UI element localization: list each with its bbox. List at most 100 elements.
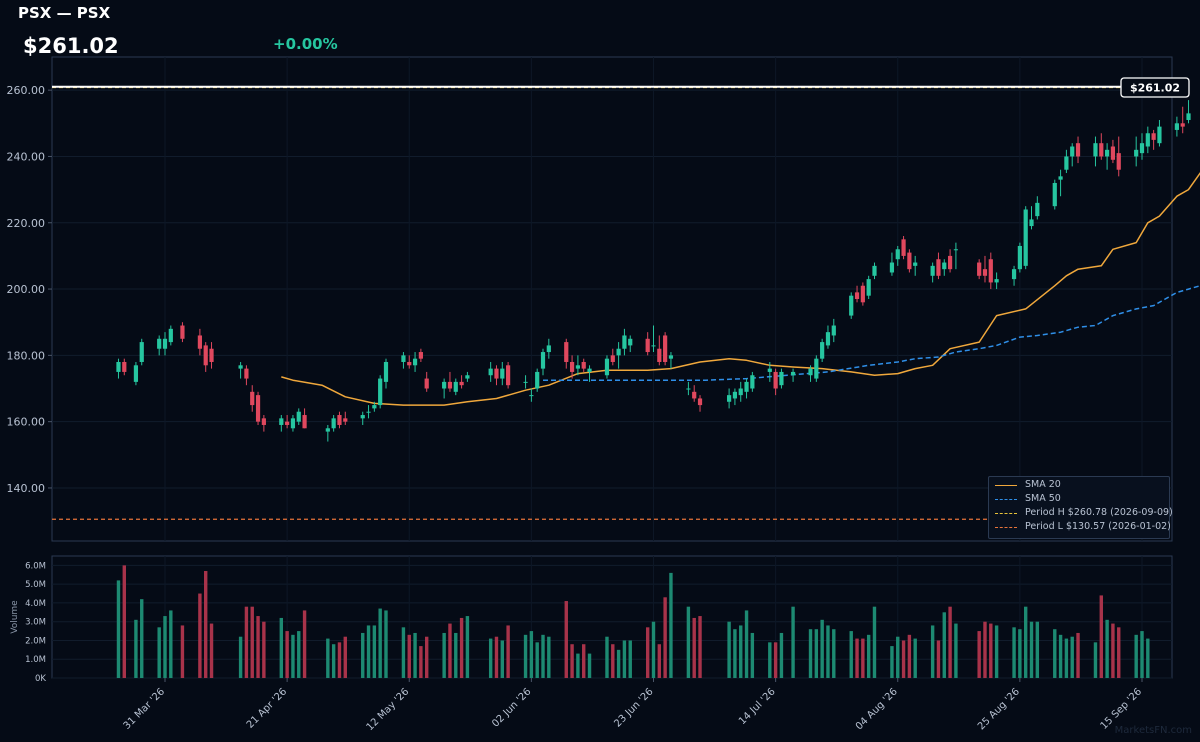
candle — [360, 411, 365, 425]
candle-body — [936, 259, 941, 276]
legend-swatch — [995, 527, 1017, 528]
grid-lines — [52, 57, 1172, 679]
sma20-line — [281, 172, 1200, 406]
volume-bar — [576, 653, 580, 678]
volume-bar — [419, 646, 423, 678]
candle-body — [337, 415, 342, 425]
volume-bar — [238, 636, 243, 678]
candle-body — [331, 418, 336, 429]
candle — [459, 375, 464, 389]
volume-bar — [163, 616, 167, 678]
legend-label: Period H $260.78 (2026-09-09) — [1025, 507, 1173, 518]
candle — [418, 348, 423, 362]
candle-body — [820, 342, 825, 359]
candle — [1139, 133, 1145, 160]
volume-bar — [250, 606, 254, 678]
volume-tick-label: 1.0M — [25, 655, 46, 665]
volume-bar — [448, 623, 452, 678]
reference-lines — [52, 85, 1172, 520]
volume-bar — [744, 610, 749, 678]
candle — [1017, 242, 1022, 273]
candle — [465, 371, 470, 382]
candle — [424, 371, 429, 392]
candle — [116, 358, 121, 379]
candle-body — [668, 355, 674, 359]
candle-body — [1110, 146, 1116, 160]
candle-body — [657, 348, 662, 362]
volume-bar — [855, 638, 859, 678]
legend-label: SMA 20 — [1025, 479, 1061, 490]
candle-body — [732, 391, 738, 399]
volume-bar — [791, 606, 795, 678]
volume-bar — [500, 640, 504, 678]
candle-body — [1145, 133, 1150, 147]
candle — [860, 282, 865, 306]
volume-bar — [1105, 619, 1109, 678]
candle-body — [1151, 133, 1156, 140]
candle-body — [982, 269, 988, 276]
volume-bar — [1146, 638, 1150, 678]
candle — [907, 249, 912, 273]
candle — [942, 259, 947, 276]
volume-bar — [832, 629, 836, 678]
candle-body — [942, 262, 947, 270]
candle-body — [1099, 143, 1104, 157]
volume-bar — [1058, 634, 1063, 678]
candle-body — [808, 368, 813, 376]
candle — [1075, 136, 1081, 164]
candle — [285, 415, 290, 429]
candle — [1064, 149, 1069, 174]
volume-bar — [116, 580, 121, 678]
volume-bar — [1029, 621, 1034, 678]
volume-bar — [587, 653, 592, 678]
candle — [790, 368, 796, 382]
candle — [447, 371, 453, 392]
volume-bar — [262, 621, 266, 678]
candle — [936, 252, 941, 280]
candle-body — [261, 418, 266, 425]
candle — [581, 358, 586, 372]
candle — [686, 381, 691, 396]
volume-bar — [302, 610, 307, 678]
volume-bar — [896, 636, 900, 678]
candle-body — [825, 332, 831, 346]
candle-body — [412, 358, 418, 366]
volume-bar — [157, 627, 161, 678]
volume-bar — [209, 623, 214, 678]
date-tick-label: 04 Aug '26 — [854, 686, 900, 732]
legend-swatch — [995, 485, 1017, 486]
volume-bar — [849, 631, 853, 678]
candle-body — [1180, 123, 1185, 127]
candle — [849, 292, 854, 319]
volume-bar — [622, 640, 627, 678]
volume-bar — [901, 640, 906, 678]
candle-body — [977, 262, 982, 276]
legend-label: SMA 50 — [1025, 493, 1061, 504]
volume-bar — [326, 638, 330, 678]
volume-bar — [244, 606, 249, 678]
volume-bar — [657, 644, 662, 678]
date-tick-label: 02 Jun '26 — [490, 686, 533, 729]
chart-title: PSX — PSX — [18, 4, 111, 22]
legend-item-sma20: SMA 20 — [995, 478, 1165, 492]
volume-bar — [1134, 634, 1138, 678]
volume-bar — [1018, 629, 1022, 678]
volume-bar — [529, 631, 534, 678]
volume-bar — [343, 636, 347, 678]
candle-body — [581, 361, 586, 369]
volume-bar — [808, 629, 813, 678]
candle-body — [628, 338, 633, 346]
candlesticks — [116, 100, 1191, 442]
candle — [1180, 106, 1185, 134]
candle-body — [424, 378, 429, 389]
volume-bar — [180, 625, 185, 678]
volume-bar — [582, 644, 586, 678]
candle-body — [366, 411, 371, 413]
volume-bar — [413, 632, 417, 678]
price-tick-label: 260.00 — [7, 84, 46, 97]
candle-body — [575, 365, 580, 369]
candle — [866, 275, 871, 299]
volume-bar — [198, 593, 202, 678]
candle — [604, 355, 610, 379]
candle-body — [1093, 143, 1098, 157]
